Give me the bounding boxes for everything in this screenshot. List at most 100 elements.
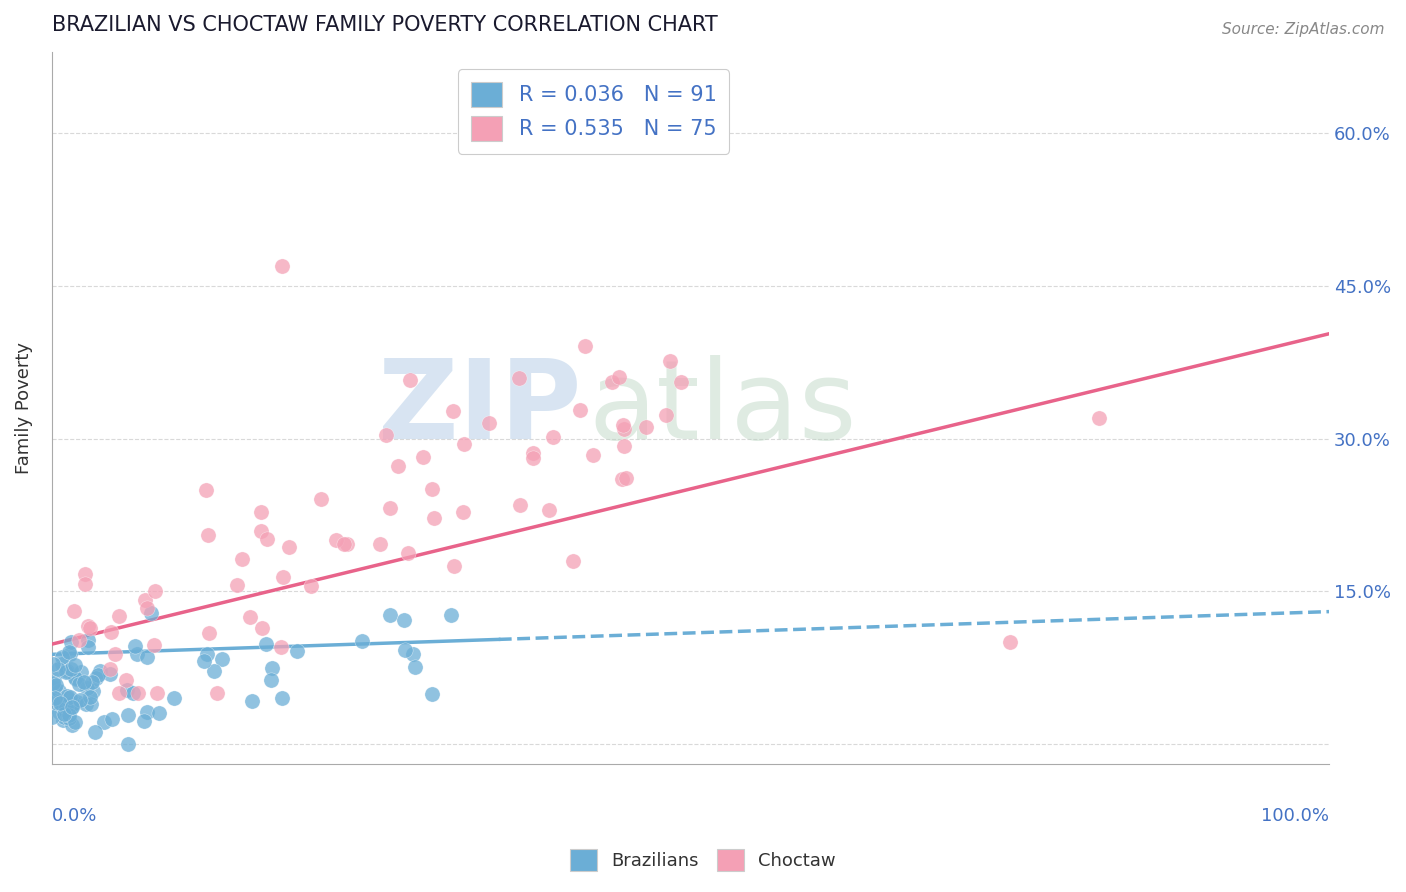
Point	[98, 667, 121, 681]
Point	[420, 687, 443, 701]
Point	[136, 705, 159, 719]
Point	[193, 654, 215, 668]
Point	[609, 369, 631, 384]
Point	[612, 439, 634, 453]
Point	[49, 696, 72, 710]
Point	[225, 578, 247, 592]
Point	[136, 600, 159, 615]
Point	[136, 650, 159, 665]
Point	[453, 437, 475, 451]
Point	[636, 420, 658, 434]
Point	[197, 527, 219, 541]
Point	[58, 645, 80, 659]
Point	[75, 577, 97, 591]
Point	[250, 621, 273, 635]
Point	[1088, 411, 1111, 425]
Point	[55, 665, 77, 679]
Point	[51, 657, 73, 671]
Point	[52, 706, 75, 721]
Point	[543, 430, 565, 444]
Point	[75, 697, 97, 711]
Point	[73, 674, 96, 689]
Point	[146, 686, 169, 700]
Point	[83, 725, 105, 739]
Point	[271, 690, 294, 705]
Point	[368, 537, 391, 551]
Point	[49, 694, 72, 708]
Point	[254, 637, 277, 651]
Point	[387, 458, 409, 473]
Point	[60, 699, 83, 714]
Point	[60, 662, 83, 676]
Point	[250, 524, 273, 539]
Point	[211, 652, 233, 666]
Point	[614, 471, 637, 485]
Point	[56, 664, 79, 678]
Point	[443, 558, 465, 573]
Point	[325, 533, 347, 547]
Point	[162, 690, 184, 705]
Point	[69, 693, 91, 707]
Point	[100, 662, 122, 676]
Point	[44, 690, 66, 705]
Point	[79, 690, 101, 704]
Point	[333, 536, 356, 550]
Point	[41, 710, 63, 724]
Point	[65, 671, 87, 685]
Point	[44, 681, 66, 695]
Point	[198, 625, 221, 640]
Point	[205, 686, 228, 700]
Point	[270, 259, 292, 273]
Point	[271, 570, 294, 584]
Point	[375, 428, 398, 442]
Point	[58, 707, 80, 722]
Point	[58, 690, 80, 704]
Point	[108, 686, 131, 700]
Point	[124, 639, 146, 653]
Point	[197, 648, 219, 662]
Point	[143, 583, 166, 598]
Point	[612, 418, 634, 433]
Point	[87, 668, 110, 682]
Point	[399, 372, 422, 386]
Point	[478, 416, 501, 430]
Legend: Brazilians, Choctaw: Brazilians, Choctaw	[562, 842, 844, 879]
Point	[77, 619, 100, 633]
Point	[75, 566, 97, 581]
Point	[80, 697, 103, 711]
Point	[239, 609, 262, 624]
Text: 100.0%: 100.0%	[1261, 807, 1329, 825]
Point	[46, 662, 69, 676]
Point	[63, 698, 86, 712]
Point	[574, 339, 596, 353]
Y-axis label: Family Poverty: Family Poverty	[15, 342, 32, 474]
Point	[522, 450, 544, 465]
Point	[509, 498, 531, 512]
Point	[77, 640, 100, 655]
Text: ZIP: ZIP	[378, 354, 582, 461]
Point	[65, 672, 87, 686]
Point	[41, 676, 63, 690]
Point	[121, 686, 143, 700]
Legend: R = 0.036   N = 91, R = 0.535   N = 75: R = 0.036 N = 91, R = 0.535 N = 75	[458, 70, 728, 153]
Point	[402, 647, 425, 661]
Point	[392, 613, 415, 627]
Point	[522, 446, 544, 460]
Point	[422, 483, 444, 497]
Point	[260, 673, 283, 688]
Point	[423, 511, 446, 525]
Point	[63, 697, 86, 711]
Point	[441, 404, 464, 418]
Point	[48, 683, 70, 698]
Point	[59, 701, 82, 715]
Point	[277, 540, 299, 554]
Point	[231, 552, 253, 566]
Point	[287, 644, 309, 658]
Point	[93, 715, 115, 730]
Point	[654, 408, 676, 422]
Point	[256, 532, 278, 546]
Point	[44, 695, 66, 709]
Point	[117, 737, 139, 751]
Point	[202, 664, 225, 678]
Point	[610, 472, 633, 486]
